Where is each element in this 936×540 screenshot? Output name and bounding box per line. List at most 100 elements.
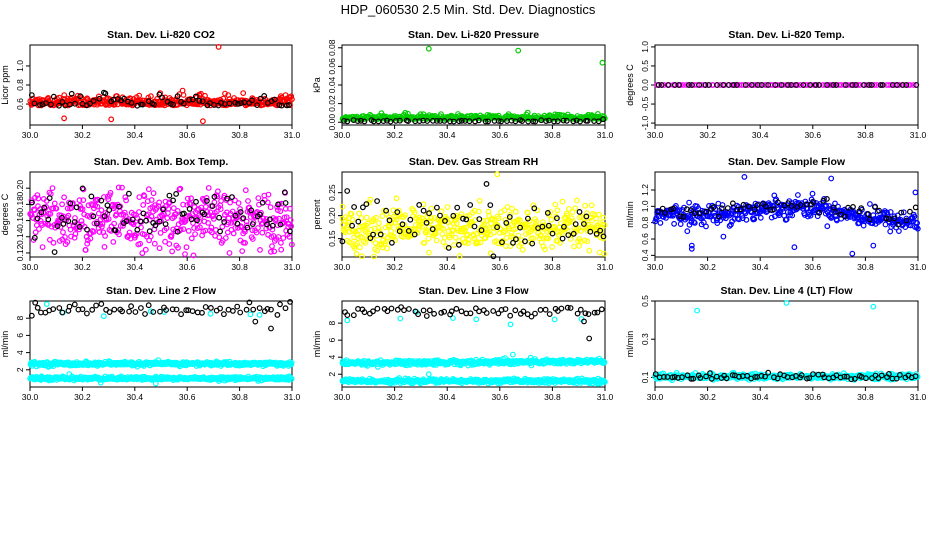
data-point [31,100,38,107]
data-point [207,310,214,317]
data-point [393,216,400,223]
data-point [386,214,393,221]
plot-frame [341,300,606,388]
data-point [537,307,544,313]
data-point [903,82,910,88]
data-point [119,184,125,191]
data-point [543,118,549,124]
data-point [128,303,135,310]
y-tick-label: 0.4 [640,249,650,261]
data-point [65,212,72,219]
data-point [577,118,583,125]
data-point [174,207,181,214]
data-point [453,305,460,312]
data-point [115,184,122,191]
data-point [887,228,894,235]
data-point [226,250,233,256]
data-point [426,307,433,314]
data-point [111,306,118,313]
data-point [742,82,749,88]
x-tick-label: 31.0 [597,262,614,272]
data-point [886,82,892,88]
data-point [34,192,41,199]
data-point [749,82,755,88]
data-point [174,228,181,235]
data-point [102,90,109,97]
data-point [849,250,856,257]
data-point [745,82,751,88]
data-point [263,216,270,222]
data-point [137,240,144,247]
data-point [245,198,251,204]
y-tick-label: 0.15 [327,230,337,247]
data-point [358,117,364,124]
data-point [507,312,514,319]
data-point [268,248,274,255]
data-point [752,82,759,88]
data-point [98,197,105,204]
data-point [234,220,241,227]
data-point [344,118,351,125]
y-tick-label: 0.5 [640,295,650,307]
data-point [151,240,158,247]
x-tick-label: 30.4 [127,262,144,272]
data-point [487,202,494,209]
plot-frame [341,171,606,258]
data-point [84,226,90,233]
data-point [98,207,105,214]
data-point [134,226,141,233]
data-point [277,301,283,308]
data-point [108,116,115,123]
data-point [795,192,801,198]
data-point [912,189,919,196]
data-point [60,220,67,227]
data-point [912,204,919,211]
data-point [189,308,196,315]
data-point [485,118,492,125]
data-point [277,221,284,228]
data-point [98,223,105,230]
data-point [217,228,224,235]
data-point [683,82,690,88]
data-point [81,211,88,218]
data-point [501,207,508,214]
data-point [170,101,177,108]
data-point [32,229,39,236]
data-point [730,82,737,88]
y-tick-label: 2 [327,372,337,377]
data-point [367,196,374,203]
data-point [512,307,519,314]
data-point [540,243,547,250]
data-point [441,234,448,241]
data-point [34,215,41,222]
data-point [142,311,148,317]
data-point [472,217,479,223]
data-point [156,199,163,206]
data-point [264,199,271,206]
data-point [88,193,95,200]
data-point [265,191,272,198]
data-point [79,206,86,213]
data-point [428,215,435,222]
data-point [379,213,386,220]
data-point [234,303,241,310]
data-point [757,214,764,221]
data-point [464,231,471,238]
data-point [202,203,209,210]
data-point [495,118,502,124]
x-tick-label: 30.8 [857,130,874,140]
data-point [222,235,229,241]
data-point [397,117,403,124]
data-point [425,235,432,242]
data-point [519,246,526,253]
data-point [196,224,203,231]
data-point [248,207,255,214]
data-point [188,216,195,223]
data-point [559,198,566,205]
data-point [356,210,363,217]
data-point [230,230,237,237]
y-axis-label: ml/min [0,331,10,358]
data-point [139,250,146,257]
x-tick-label: 30.0 [334,262,351,272]
data-point [100,313,107,320]
